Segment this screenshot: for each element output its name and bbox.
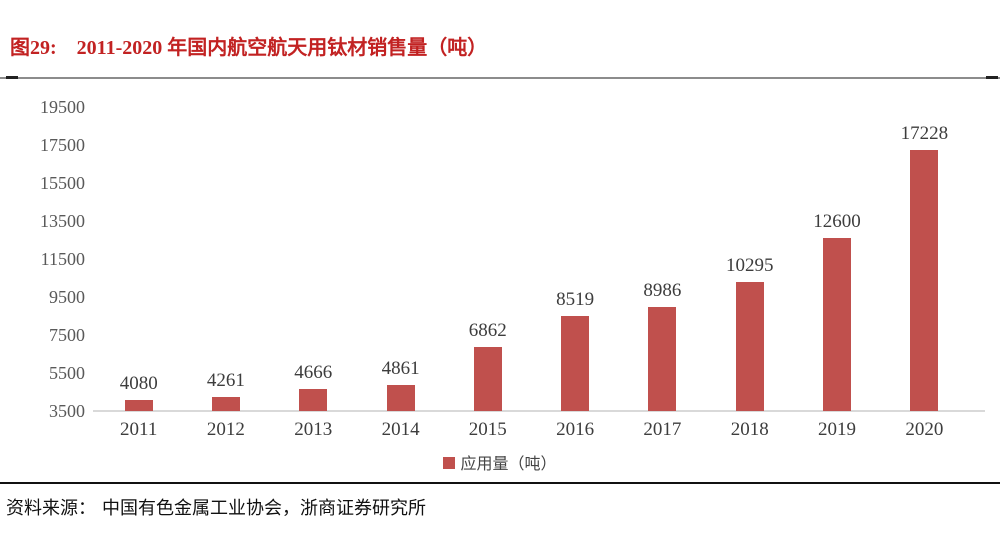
y-axis-label: 9500	[49, 287, 85, 307]
y-axis-label: 11500	[40, 249, 85, 269]
bar-value-label: 4666	[294, 361, 333, 383]
x-axis-label: 2016	[556, 419, 595, 440]
x-axis-label: 2013	[294, 419, 333, 440]
x-axis-label: 2014	[381, 419, 420, 440]
bar	[211, 396, 240, 411]
bar-value-label: 12600	[813, 211, 861, 233]
bar	[910, 150, 939, 411]
bar	[735, 281, 764, 411]
y-axis-label: 13500	[40, 211, 85, 231]
x-axis-line	[93, 410, 985, 412]
bar	[648, 306, 677, 411]
source-label: 资料来源：	[6, 498, 96, 518]
chart-legend: 应用量（吨）	[0, 450, 1000, 474]
legend-label: 应用量（吨）	[460, 456, 557, 473]
y-axis-label: 17500	[40, 135, 85, 155]
figure-title: 2011-2020 年国内航空航天用钛材销售量（吨）	[76, 37, 488, 59]
x-axis-label: 2019	[818, 419, 856, 440]
figure-caption: 图29: 2011-2020 年国内航空航天用钛材销售量（吨）	[10, 31, 487, 60]
source-line: 资料来源： 中国有色金属工业协会，浙商证券研究所	[6, 494, 426, 520]
bar-value-label: 4080	[119, 373, 158, 394]
bar-chart: 应用量（吨） 19500 17500 15500 13500 11500 9500 7500…	[0, 97, 1000, 474]
divider-endcap-left	[6, 76, 18, 79]
y-axis-label: 19500	[40, 97, 85, 117]
figure-number: 图29:	[10, 37, 57, 59]
source-text: 中国有色金属工业协会，浙商证券研究所	[102, 498, 426, 518]
bar-value-label: 6862	[468, 320, 507, 342]
y-axis-label: 7500	[49, 325, 85, 345]
y-axis-label: 5500	[49, 363, 85, 383]
bar	[473, 347, 502, 411]
footer-divider	[0, 482, 1000, 484]
bar-value-label: 8519	[556, 288, 595, 310]
y-axis-label: 3500	[49, 401, 85, 421]
bar-value-label: 17228	[900, 123, 949, 145]
bar-value-label: 8986	[643, 279, 682, 301]
bar-value-label: 4261	[206, 369, 245, 391]
x-axis-label: 2020	[905, 419, 944, 440]
bar	[823, 238, 851, 411]
bar-value-label: 10295	[726, 254, 774, 276]
x-axis-label: 2017	[643, 419, 682, 440]
bar	[561, 315, 590, 411]
x-axis-label: 2015	[468, 419, 507, 440]
bar	[386, 385, 415, 411]
x-axis-label: 2018	[730, 419, 769, 440]
divider-endcap-right	[986, 76, 998, 79]
bar-value-label: 4861	[381, 358, 420, 380]
bar	[299, 388, 328, 411]
y-axis-label: 15500	[40, 173, 85, 193]
bar	[124, 400, 153, 411]
caption-divider	[0, 76, 1000, 79]
x-axis-label: 2011	[120, 419, 158, 440]
legend-swatch-icon	[443, 457, 456, 469]
x-axis-label: 2012	[206, 419, 245, 440]
